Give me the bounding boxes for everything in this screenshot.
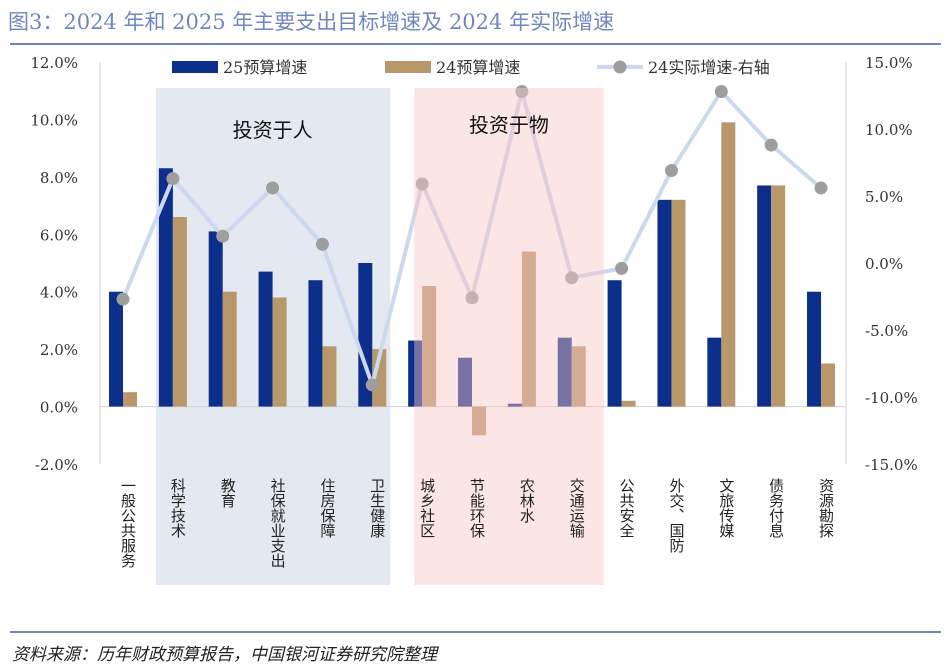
category-label: 城乡社区 (418, 478, 436, 538)
right-tick-label: 5.0% (865, 188, 903, 206)
right-tick-label: 0.0% (865, 255, 903, 273)
bar-24-budget (472, 406, 487, 436)
bar-25-budget (757, 185, 772, 407)
line-point-24-actual (315, 237, 329, 251)
source-note: 资料来源：历年财政预算报告，中国银河证券研究院整理 (12, 645, 437, 665)
category-label: 农林水 (518, 478, 536, 523)
bar-25-budget (458, 357, 473, 407)
legend-swatch (172, 61, 218, 73)
legend-label: 24预算增速 (436, 58, 520, 77)
category-label: 节能环保 (468, 478, 486, 538)
bar-24-budget (571, 346, 586, 407)
right-tick-label: -10.0% (865, 389, 918, 407)
title-rule (10, 43, 941, 45)
bar-24-budget (172, 217, 187, 407)
line-point-24-actual (814, 181, 828, 195)
legend-swatch (385, 61, 431, 73)
figure-title: 图3：2024 年和 2025 年主要支出目标增速及 2024 年实际增速 (8, 10, 615, 34)
left-tick-label: 0.0% (40, 399, 78, 417)
chart: -2.0% 0.0% 2.0% 4.0% 6.0% 8.0% 10.0% 12.0% -15.0… (30, 54, 918, 585)
bar-24-budget (222, 291, 237, 407)
category-label: 资源勘探 (817, 478, 835, 538)
line-point-24-actual (365, 378, 379, 392)
bar-24-budget (671, 199, 686, 407)
bar-25-budget (507, 403, 522, 407)
bar-24-budget (721, 122, 736, 407)
category-label: 文旅传媒 (717, 478, 735, 538)
bar-24-budget (621, 400, 636, 407)
region-label: 投资于物 (469, 113, 549, 137)
bar-25-budget (158, 168, 173, 407)
legend-label: 24实际增速-右轴 (648, 58, 770, 77)
bar-24-budget (821, 363, 836, 407)
bar-25-budget (408, 340, 423, 407)
bar-25-budget (109, 291, 123, 407)
category-label: 科学技术 (169, 478, 187, 538)
left-tick-label: 8.0% (40, 169, 78, 187)
region-investment-in-things (414, 88, 604, 585)
category-label: 交通运输 (568, 477, 586, 538)
left-tick-label: -2.0% (35, 456, 78, 474)
bar-25-budget (607, 280, 622, 407)
line-point-24-actual (415, 177, 429, 191)
bar-25-budget (208, 231, 223, 407)
line-point-24-actual (714, 84, 728, 98)
bar-24-budget (521, 251, 536, 407)
left-tick-label: 6.0% (40, 226, 78, 244)
line-point-24-actual (116, 292, 130, 306)
line-point-24-actual (465, 291, 479, 305)
bar-24-budget (272, 297, 287, 407)
right-tick-label: 15.0% (865, 54, 913, 72)
line-point-24-actual (266, 181, 280, 195)
line-point-24-actual (216, 229, 230, 243)
footer-rule (10, 631, 941, 633)
bar-25-budget (707, 337, 722, 407)
region-label: 投资于人 (233, 118, 313, 142)
category-label: 卫生健康 (368, 478, 386, 538)
left-tick-label: 2.0% (40, 341, 78, 359)
line-point-24-actual (764, 138, 778, 152)
line-point-24-actual (166, 172, 180, 186)
line-point-24-actual (615, 261, 629, 275)
right-tick-label: -5.0% (865, 322, 908, 340)
left-tick-label: 12.0% (30, 54, 78, 72)
category-label: 教育 (219, 478, 237, 508)
line-point-24-actual (565, 271, 579, 285)
category-label: 债务付息 (767, 478, 785, 538)
legend-swatch-marker (613, 60, 627, 74)
bar-25-budget (657, 199, 672, 407)
right-tick-label: -15.0% (865, 456, 918, 474)
category-label: 外交、国防 (667, 478, 685, 554)
category-label: 一般公共服务 (119, 478, 137, 569)
legend-label: 25预算增速 (223, 58, 307, 77)
right-tick-label: 10.0% (865, 121, 913, 139)
bar-25-budget (807, 291, 822, 407)
left-tick-label: 4.0% (40, 284, 78, 302)
category-label: 住房保障 (318, 478, 336, 538)
category-label: 公共安全 (618, 478, 636, 538)
bar-25-budget (308, 280, 323, 407)
line-point-24-actual (515, 84, 529, 98)
bar-24-budget (322, 346, 337, 407)
bar-24-budget (422, 285, 437, 407)
category-label: 社保就业支出 (269, 478, 287, 568)
bar-24-budget (771, 185, 786, 407)
bar-25-budget (258, 271, 273, 407)
line-point-24-actual (664, 164, 678, 178)
bar-24-budget (123, 392, 137, 407)
bar-25-budget (557, 337, 572, 407)
left-tick-label: 10.0% (30, 111, 78, 129)
